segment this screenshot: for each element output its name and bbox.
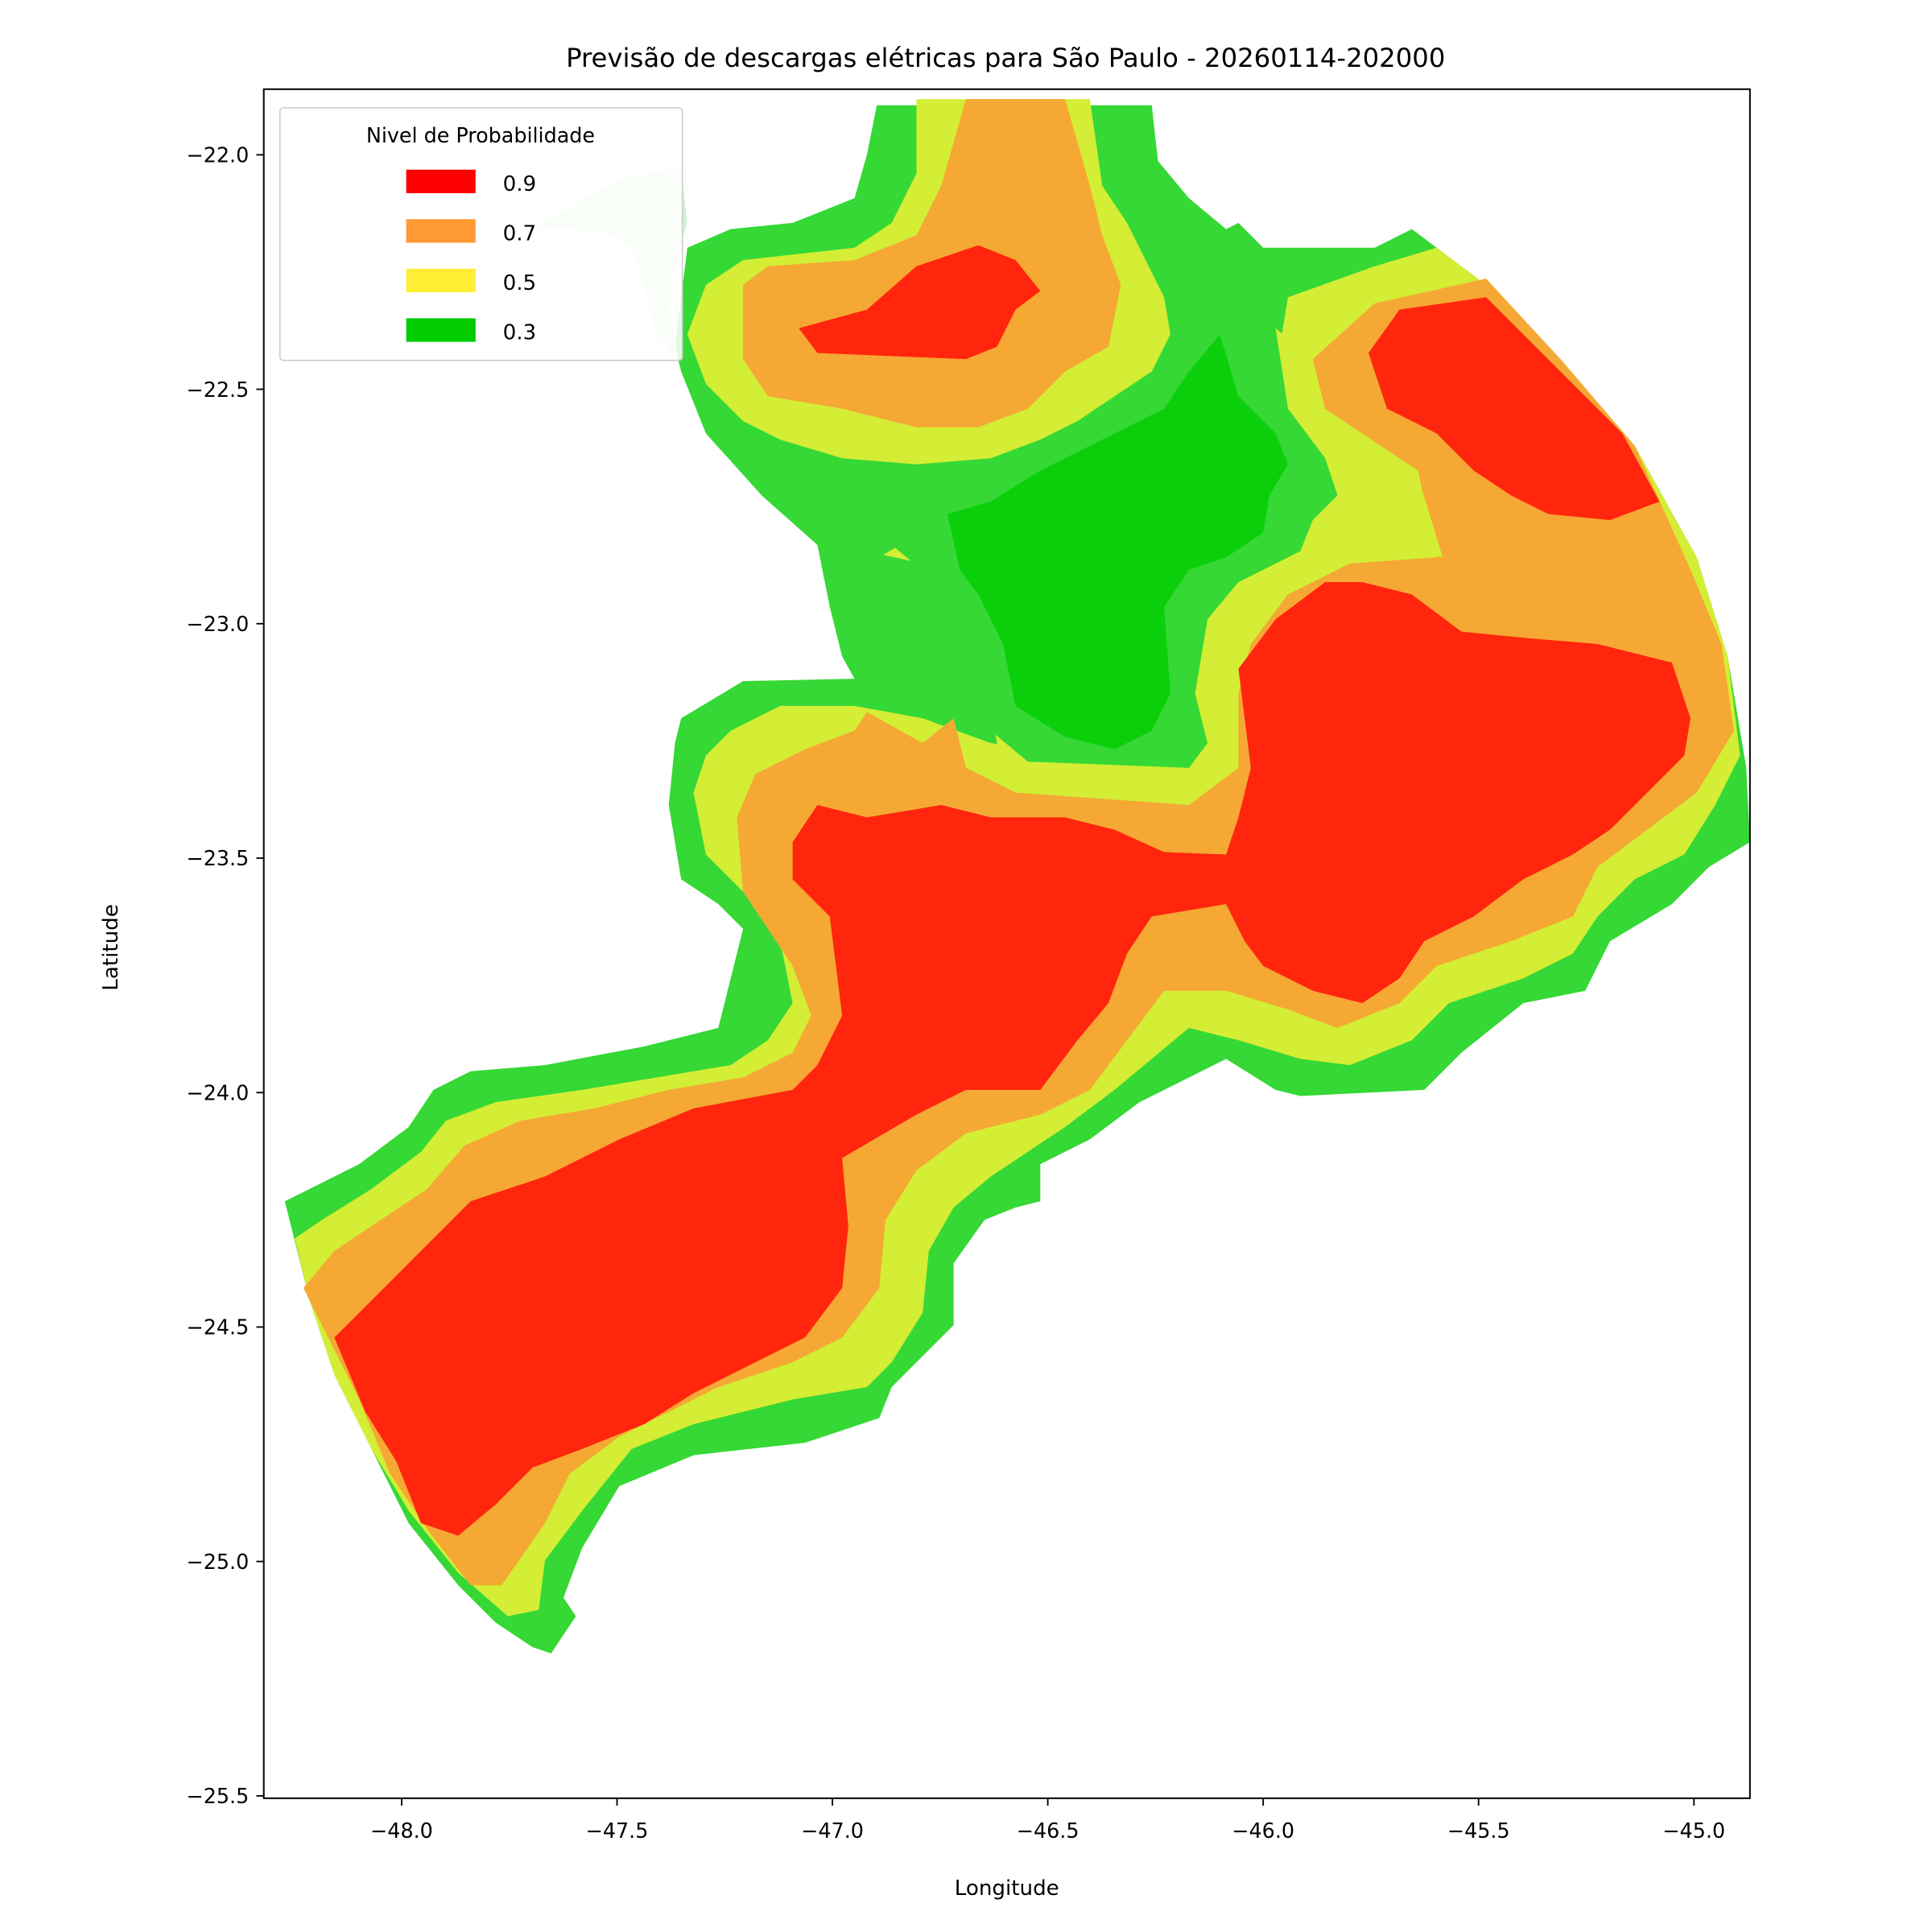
- y-tick-label: −25.5: [186, 1784, 249, 1808]
- y-tick-label: −23.0: [186, 612, 249, 636]
- legend-swatch-0.3: [406, 318, 476, 342]
- x-tick-label: −47.0: [801, 1818, 864, 1843]
- plot-area: [284, 99, 1750, 1653]
- x-tick-label: −46.5: [1017, 1818, 1080, 1843]
- y-axis: −22.0 −22.5 −23.0 −23.5 −24.0 −24.5 −25.0 −25.5: [186, 143, 264, 1808]
- legend-label: 0.7: [503, 221, 537, 246]
- legend-label: 0.5: [503, 271, 537, 295]
- contour-0.3-tongue: [762, 460, 942, 679]
- legend-swatch-0.7: [406, 219, 476, 243]
- y-tick-label: −24.0: [186, 1080, 249, 1104]
- y-tick-label: −25.0: [186, 1550, 249, 1574]
- x-tick-label: −47.5: [586, 1818, 649, 1843]
- x-tick-label: −45.0: [1662, 1818, 1725, 1843]
- contour-0.9-main: [334, 582, 1690, 1536]
- y-axis-label: Latitude: [99, 904, 123, 991]
- x-axis-label: Longitude: [955, 1876, 1059, 1901]
- legend-swatch-0.5: [406, 268, 476, 293]
- x-axis: −48.0 −47.5 −47.0 −46.5 −46.0 −45.5 −45.0: [370, 1798, 1725, 1843]
- y-tick-label: −22.5: [186, 378, 249, 402]
- y-tick-label: −22.0: [186, 143, 249, 167]
- legend: Nivel de Probabilidade 0.9 0.7 0.5 0.3: [279, 107, 683, 361]
- x-tick-label: −48.0: [370, 1818, 433, 1843]
- x-tick-label: −46.0: [1232, 1818, 1294, 1843]
- y-tick-label: −24.5: [186, 1315, 249, 1340]
- axes-frame: [262, 88, 1751, 1799]
- legend-swatch-0.9: [406, 169, 476, 193]
- contour-0.9-north: [799, 245, 1041, 360]
- legend-label: 0.3: [503, 321, 537, 345]
- contour-0.3-core: [947, 334, 1288, 749]
- x-tick-label: −45.5: [1447, 1818, 1510, 1843]
- chart-title: Previsão de descargas elétricas para São…: [566, 43, 1445, 73]
- legend-label: 0.9: [503, 172, 537, 196]
- legend-box: [279, 107, 683, 361]
- legend-title: Nivel de Probabilidade: [366, 123, 595, 147]
- y-tick-label: −23.5: [186, 846, 249, 870]
- contour-0.9-east: [1368, 297, 1660, 521]
